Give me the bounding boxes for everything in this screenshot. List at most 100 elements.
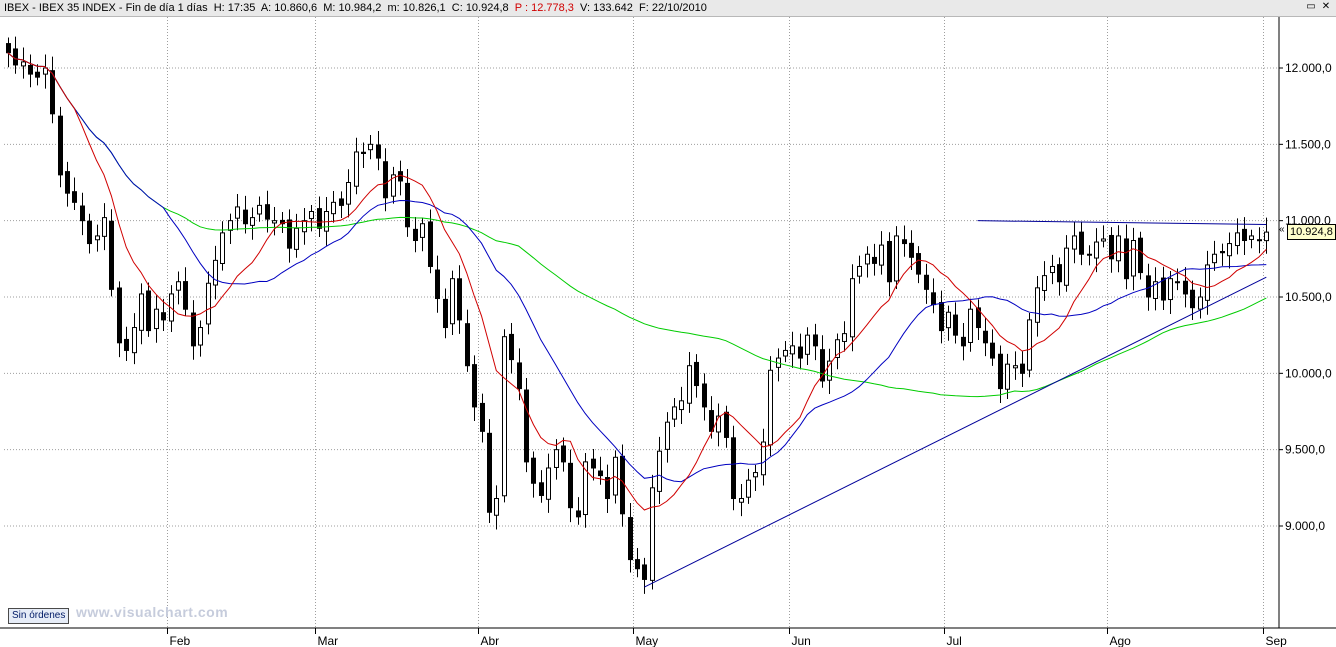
candle (628, 503, 633, 573)
candle-body (524, 389, 529, 463)
candle-body (887, 240, 892, 283)
candle-body (554, 449, 559, 468)
candle (472, 355, 477, 421)
open-value: 10.860,6 (274, 2, 318, 14)
candle (1264, 217, 1269, 254)
low-label: m: (387, 2, 400, 14)
candle (731, 425, 736, 511)
candle (1161, 266, 1166, 311)
candle (546, 453, 551, 513)
price-tick-label: 10.000,0 (1285, 366, 1332, 380)
candle (80, 192, 85, 236)
candle (598, 456, 603, 485)
last-price-marker: « (1279, 224, 1285, 235)
candle-body (968, 308, 973, 343)
candle (220, 221, 225, 271)
candle-body (561, 445, 566, 463)
close-window-icon[interactable]: ✕ (1321, 1, 1331, 12)
candle-body (879, 244, 884, 266)
candle (576, 497, 581, 525)
candle-body (872, 256, 877, 264)
candle-body (850, 278, 855, 338)
candle (539, 470, 544, 503)
candle-body (272, 220, 277, 224)
candle (1087, 245, 1092, 266)
candle-body (598, 470, 603, 477)
candle-body (1161, 277, 1166, 301)
candle-body (206, 282, 211, 325)
candle (561, 437, 566, 472)
candle (272, 207, 277, 236)
candle (391, 166, 396, 204)
candle-body (761, 441, 766, 476)
candle-body (28, 64, 33, 75)
candle (146, 282, 151, 337)
candle-body (517, 362, 522, 390)
candle (109, 209, 114, 297)
candle-body (990, 342, 995, 359)
candle (117, 281, 122, 358)
quote-header: IBEX - IBEX 35 INDEX - Fin de día 1 días… (4, 2, 707, 14)
candle (368, 134, 373, 160)
candle (450, 270, 455, 336)
candle (1079, 222, 1084, 266)
month-label: May (636, 634, 659, 647)
candle-body (109, 220, 114, 290)
candle-body (1124, 238, 1129, 280)
candle-body (443, 298, 448, 329)
candle (198, 320, 203, 357)
candle (1124, 224, 1129, 290)
close-label: C: (451, 2, 463, 14)
candle-body (176, 281, 181, 291)
candle-body (309, 211, 314, 220)
candle (568, 449, 573, 523)
candle-body (317, 208, 322, 229)
candle (679, 386, 684, 425)
candle-body (605, 477, 610, 500)
candle-body (613, 456, 618, 496)
candle-body (1257, 239, 1262, 242)
candle-body (435, 269, 440, 300)
month-label: Abr (481, 634, 500, 647)
candle-body (1212, 253, 1217, 264)
candle (1027, 312, 1032, 378)
candle-body (1064, 247, 1069, 286)
candle (924, 263, 929, 304)
candle (983, 317, 988, 357)
candle-body (1131, 240, 1136, 277)
candle-body (679, 400, 684, 411)
candle-body (43, 67, 48, 75)
candle-body (976, 307, 981, 329)
last-price-tag: 10.924,8 (1287, 224, 1336, 240)
candle (702, 373, 707, 421)
candle-body (753, 472, 758, 478)
candle (872, 243, 877, 276)
candle-body (35, 71, 40, 78)
candle (132, 313, 137, 365)
candle-body (953, 314, 958, 336)
orders-button[interactable]: Sin órdenes (8, 608, 70, 624)
candle-body (339, 198, 344, 206)
candle (850, 264, 855, 352)
candle-body (1146, 275, 1151, 298)
candle-body (428, 221, 433, 267)
candle (405, 168, 410, 237)
candle (376, 130, 381, 171)
candle (1205, 250, 1210, 315)
candle (665, 412, 670, 463)
candle-body (265, 204, 270, 220)
candle (183, 267, 188, 316)
candle (1227, 232, 1232, 269)
candle (694, 354, 699, 398)
candle-body (21, 61, 26, 67)
candle-body (768, 369, 773, 446)
candle-body (161, 312, 166, 321)
candle-body (487, 432, 492, 513)
candle (746, 468, 751, 504)
candle (354, 137, 359, 195)
candle-body (1264, 231, 1269, 242)
prev-value: 12.778,3 (531, 2, 574, 14)
candle (902, 225, 907, 257)
restore-window-icon[interactable]: ▭ (1306, 1, 1316, 12)
candle-body (502, 336, 507, 497)
